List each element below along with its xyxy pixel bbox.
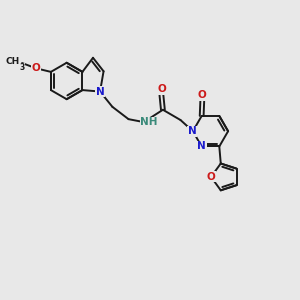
Text: CH: CH	[5, 57, 20, 66]
Text: O: O	[198, 90, 207, 100]
Text: O: O	[207, 172, 215, 182]
Text: NH: NH	[140, 117, 158, 127]
Text: O: O	[157, 84, 166, 94]
Text: 3: 3	[19, 63, 24, 72]
Text: N: N	[197, 142, 206, 152]
Text: O: O	[32, 63, 40, 73]
Text: N: N	[188, 126, 197, 136]
Text: N: N	[96, 86, 104, 97]
